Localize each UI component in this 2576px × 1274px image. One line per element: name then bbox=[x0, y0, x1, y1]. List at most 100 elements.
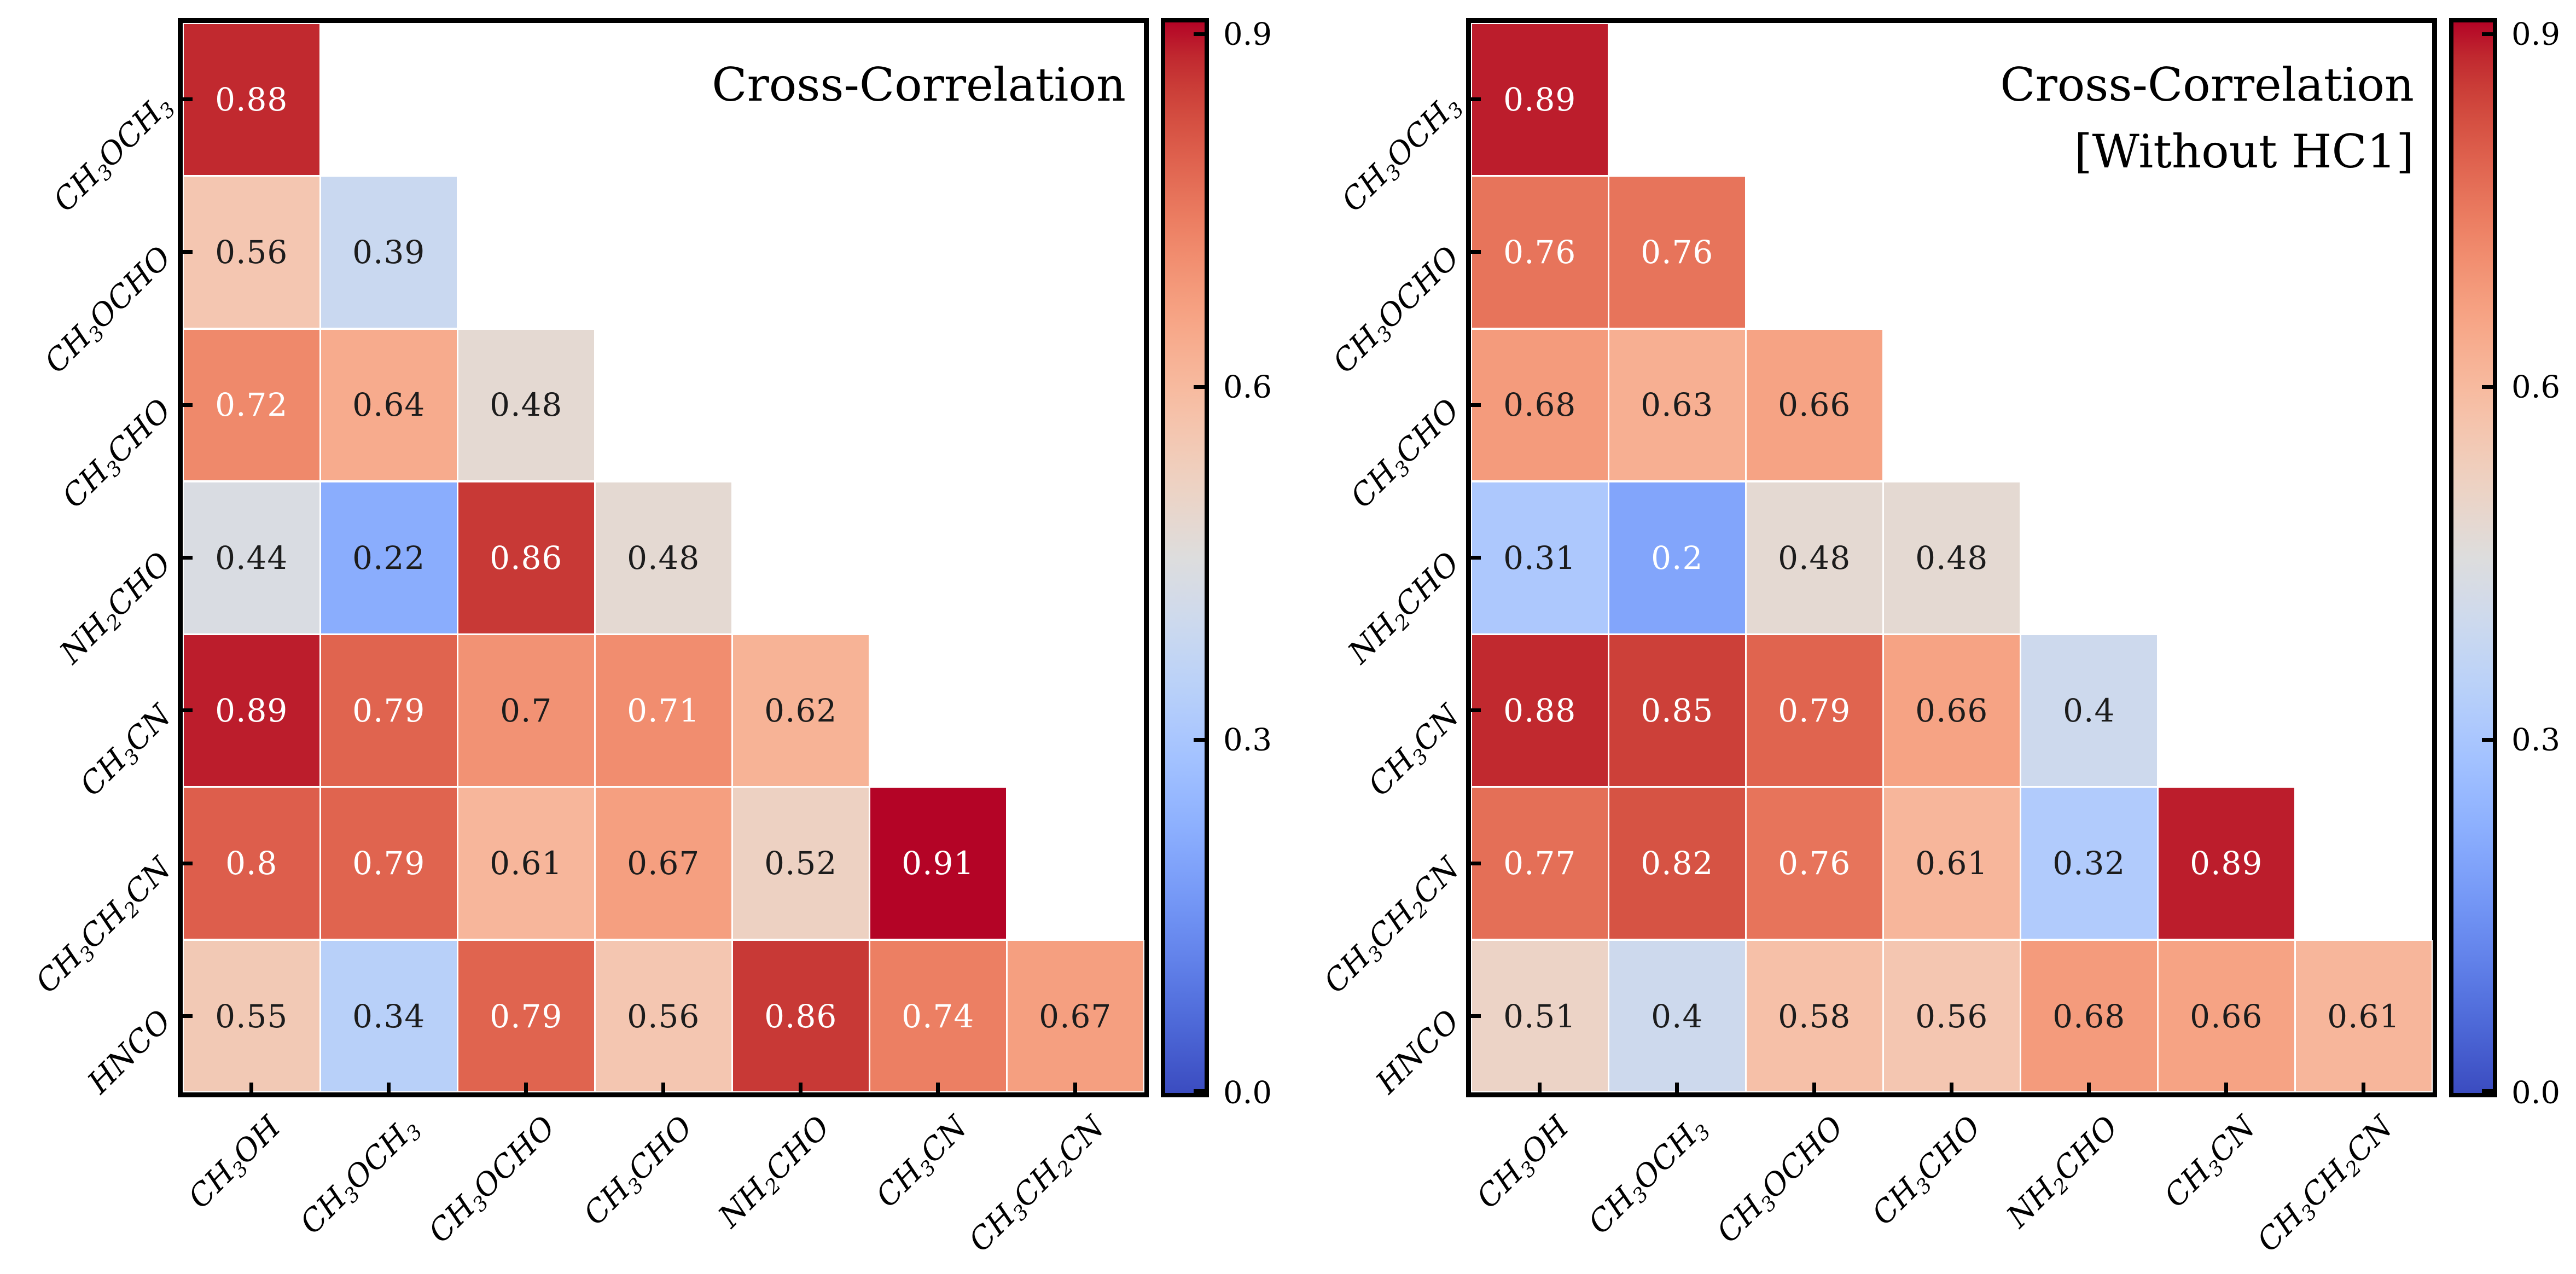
heatmap-cell: 0.48 bbox=[457, 328, 595, 482]
subscript: 3 bbox=[467, 1191, 493, 1217]
plot-title-line: Cross-Correlation bbox=[2000, 58, 2414, 112]
cell-value: 0.68 bbox=[1503, 386, 1577, 424]
heatmap-cell: 0.89 bbox=[2158, 787, 2295, 940]
y-axis-tick bbox=[1471, 403, 1481, 407]
y-axis-tick-label: HNCO bbox=[81, 1003, 178, 1101]
subscript: 3 bbox=[401, 1120, 427, 1146]
y-axis-tick bbox=[1471, 250, 1481, 254]
cell-value: 0.61 bbox=[490, 845, 563, 882]
cell-value: 0.62 bbox=[764, 692, 838, 730]
cell-value: 0.55 bbox=[215, 997, 288, 1035]
y-axis-tick bbox=[1471, 861, 1481, 865]
heatmap-cell: 0.61 bbox=[457, 787, 595, 940]
subscript: 2 bbox=[2340, 1155, 2366, 1181]
x-axis-tick-label: CH3CH2CN bbox=[2250, 1109, 2400, 1259]
y-axis-tick bbox=[1471, 556, 1481, 560]
y-axis-tick bbox=[1471, 708, 1481, 713]
cell-value: 0.31 bbox=[1503, 539, 1577, 577]
heatmap-cell: 0.88 bbox=[1471, 634, 1609, 787]
heatmap-cell: 0.52 bbox=[732, 787, 870, 940]
x-axis-tick bbox=[1950, 1083, 1953, 1092]
heatmap-cell: 0.76 bbox=[1471, 176, 1609, 329]
cell-value: 0.91 bbox=[902, 845, 975, 882]
cell-value: 0.89 bbox=[1503, 80, 1577, 118]
y-axis-tick-label: NH2CHO bbox=[1341, 545, 1467, 671]
subscript: 3 bbox=[1389, 456, 1416, 482]
heatmap-cell: 0.74 bbox=[869, 939, 1007, 1093]
colorbar-tick-label: 0.3 bbox=[2511, 722, 2561, 758]
heatmap-cell: 0.89 bbox=[1471, 23, 1609, 176]
heatmap-cell: 0.62 bbox=[732, 634, 870, 787]
cell-value: 0.89 bbox=[215, 692, 288, 730]
cell-value: 0.32 bbox=[2052, 845, 2126, 882]
heatmap-cell: 0.56 bbox=[595, 939, 732, 1093]
subscript: 3 bbox=[101, 456, 127, 482]
heatmap-cell: 0.8 bbox=[183, 787, 321, 940]
cell-value: 0.22 bbox=[352, 539, 426, 577]
subscript: 3 bbox=[154, 97, 181, 123]
colorbar-tick-label: 0.3 bbox=[1223, 722, 1272, 758]
y-axis-tick-label: CH3CH2CN bbox=[1317, 851, 1467, 1000]
heatmap-cell: 0.79 bbox=[457, 939, 595, 1093]
heatmap-cell: 0.63 bbox=[1608, 328, 1746, 482]
cell-value: 0.86 bbox=[490, 539, 563, 577]
subscript: 2 bbox=[2048, 1173, 2074, 1199]
colorbar-tick-label: 0.6 bbox=[1223, 369, 1272, 405]
cell-value: 0.67 bbox=[1039, 997, 1112, 1035]
subscript: 3 bbox=[1372, 321, 1398, 347]
colorbar-tick-label: 0.9 bbox=[1223, 16, 1272, 52]
x-axis-tick bbox=[1812, 1083, 1816, 1092]
heatmap-cell: 0.22 bbox=[320, 481, 458, 635]
colorbar-tick bbox=[2482, 738, 2493, 742]
cell-value: 0.56 bbox=[215, 234, 288, 271]
cell-value: 0.4 bbox=[2063, 692, 2115, 730]
cell-value: 0.76 bbox=[1641, 234, 1714, 271]
y-axis-tick bbox=[183, 403, 193, 407]
cell-value: 0.7 bbox=[500, 692, 553, 730]
cell-value: 0.48 bbox=[627, 539, 700, 577]
subscript: 3 bbox=[2203, 1155, 2229, 1181]
heatmap-cell: 0.7 bbox=[457, 634, 595, 787]
heatmap-cell: 0.56 bbox=[183, 176, 321, 329]
subscript: 2 bbox=[1389, 609, 1416, 635]
cell-value: 0.64 bbox=[352, 386, 426, 424]
y-axis-tick-label: CH3OCH3 bbox=[46, 96, 181, 219]
colorbar bbox=[2449, 18, 2497, 1097]
x-axis-tick-label: CH3CN bbox=[2157, 1109, 2263, 1215]
plot-title-line: Cross-Correlation bbox=[712, 58, 1126, 112]
x-axis-tick bbox=[387, 1083, 391, 1092]
heatmap-cell: 0.72 bbox=[183, 328, 321, 482]
heatmap-cell: 0.39 bbox=[320, 176, 458, 329]
subscript: 3 bbox=[1911, 1173, 1937, 1199]
cell-value: 0.86 bbox=[764, 997, 838, 1035]
subscript: 3 bbox=[1627, 1182, 1653, 1208]
heatmap-cell: 0.48 bbox=[595, 481, 732, 635]
x-axis-tick-label: CH3OH bbox=[181, 1109, 288, 1216]
colorbar-tick-label: 0.9 bbox=[2511, 16, 2561, 52]
heatmap-cell: 0.55 bbox=[183, 939, 321, 1093]
y-axis-tick bbox=[183, 708, 193, 713]
colorbar-tick bbox=[1194, 32, 1205, 36]
y-axis-tick-label: CH3CN bbox=[1361, 697, 1467, 803]
cell-value: 0.48 bbox=[1778, 539, 1851, 577]
heatmap-cell: 0.82 bbox=[1608, 787, 1746, 940]
heatmap-cell: 0.76 bbox=[1608, 176, 1746, 329]
heatmap-cell: 0.64 bbox=[320, 328, 458, 482]
subscript: 3 bbox=[915, 1155, 941, 1181]
heatmap-cell: 0.67 bbox=[595, 787, 732, 940]
cell-value: 0.71 bbox=[627, 692, 700, 730]
heatmap-cell: 0.85 bbox=[1608, 634, 1746, 787]
subscript: 3 bbox=[119, 743, 145, 770]
heatmap-cell: 0.31 bbox=[1471, 481, 1609, 635]
x-axis-tick bbox=[1675, 1083, 1679, 1092]
cell-value: 0.66 bbox=[1778, 386, 1851, 424]
plot-title: Cross-Correlation bbox=[712, 52, 1126, 119]
y-axis-tick-label: CH3CH2CN bbox=[28, 851, 178, 1000]
cell-value: 0.61 bbox=[1915, 845, 1988, 882]
heatmap-cell: 0.61 bbox=[2295, 939, 2433, 1093]
heatmap-cell: 0.66 bbox=[2158, 939, 2295, 1093]
heatmap-cell: 0.32 bbox=[2020, 787, 2158, 940]
plot-title-line: [Without HC1] bbox=[2074, 124, 2414, 178]
cell-value: 0.79 bbox=[352, 692, 426, 730]
cell-value: 0.67 bbox=[627, 845, 700, 882]
